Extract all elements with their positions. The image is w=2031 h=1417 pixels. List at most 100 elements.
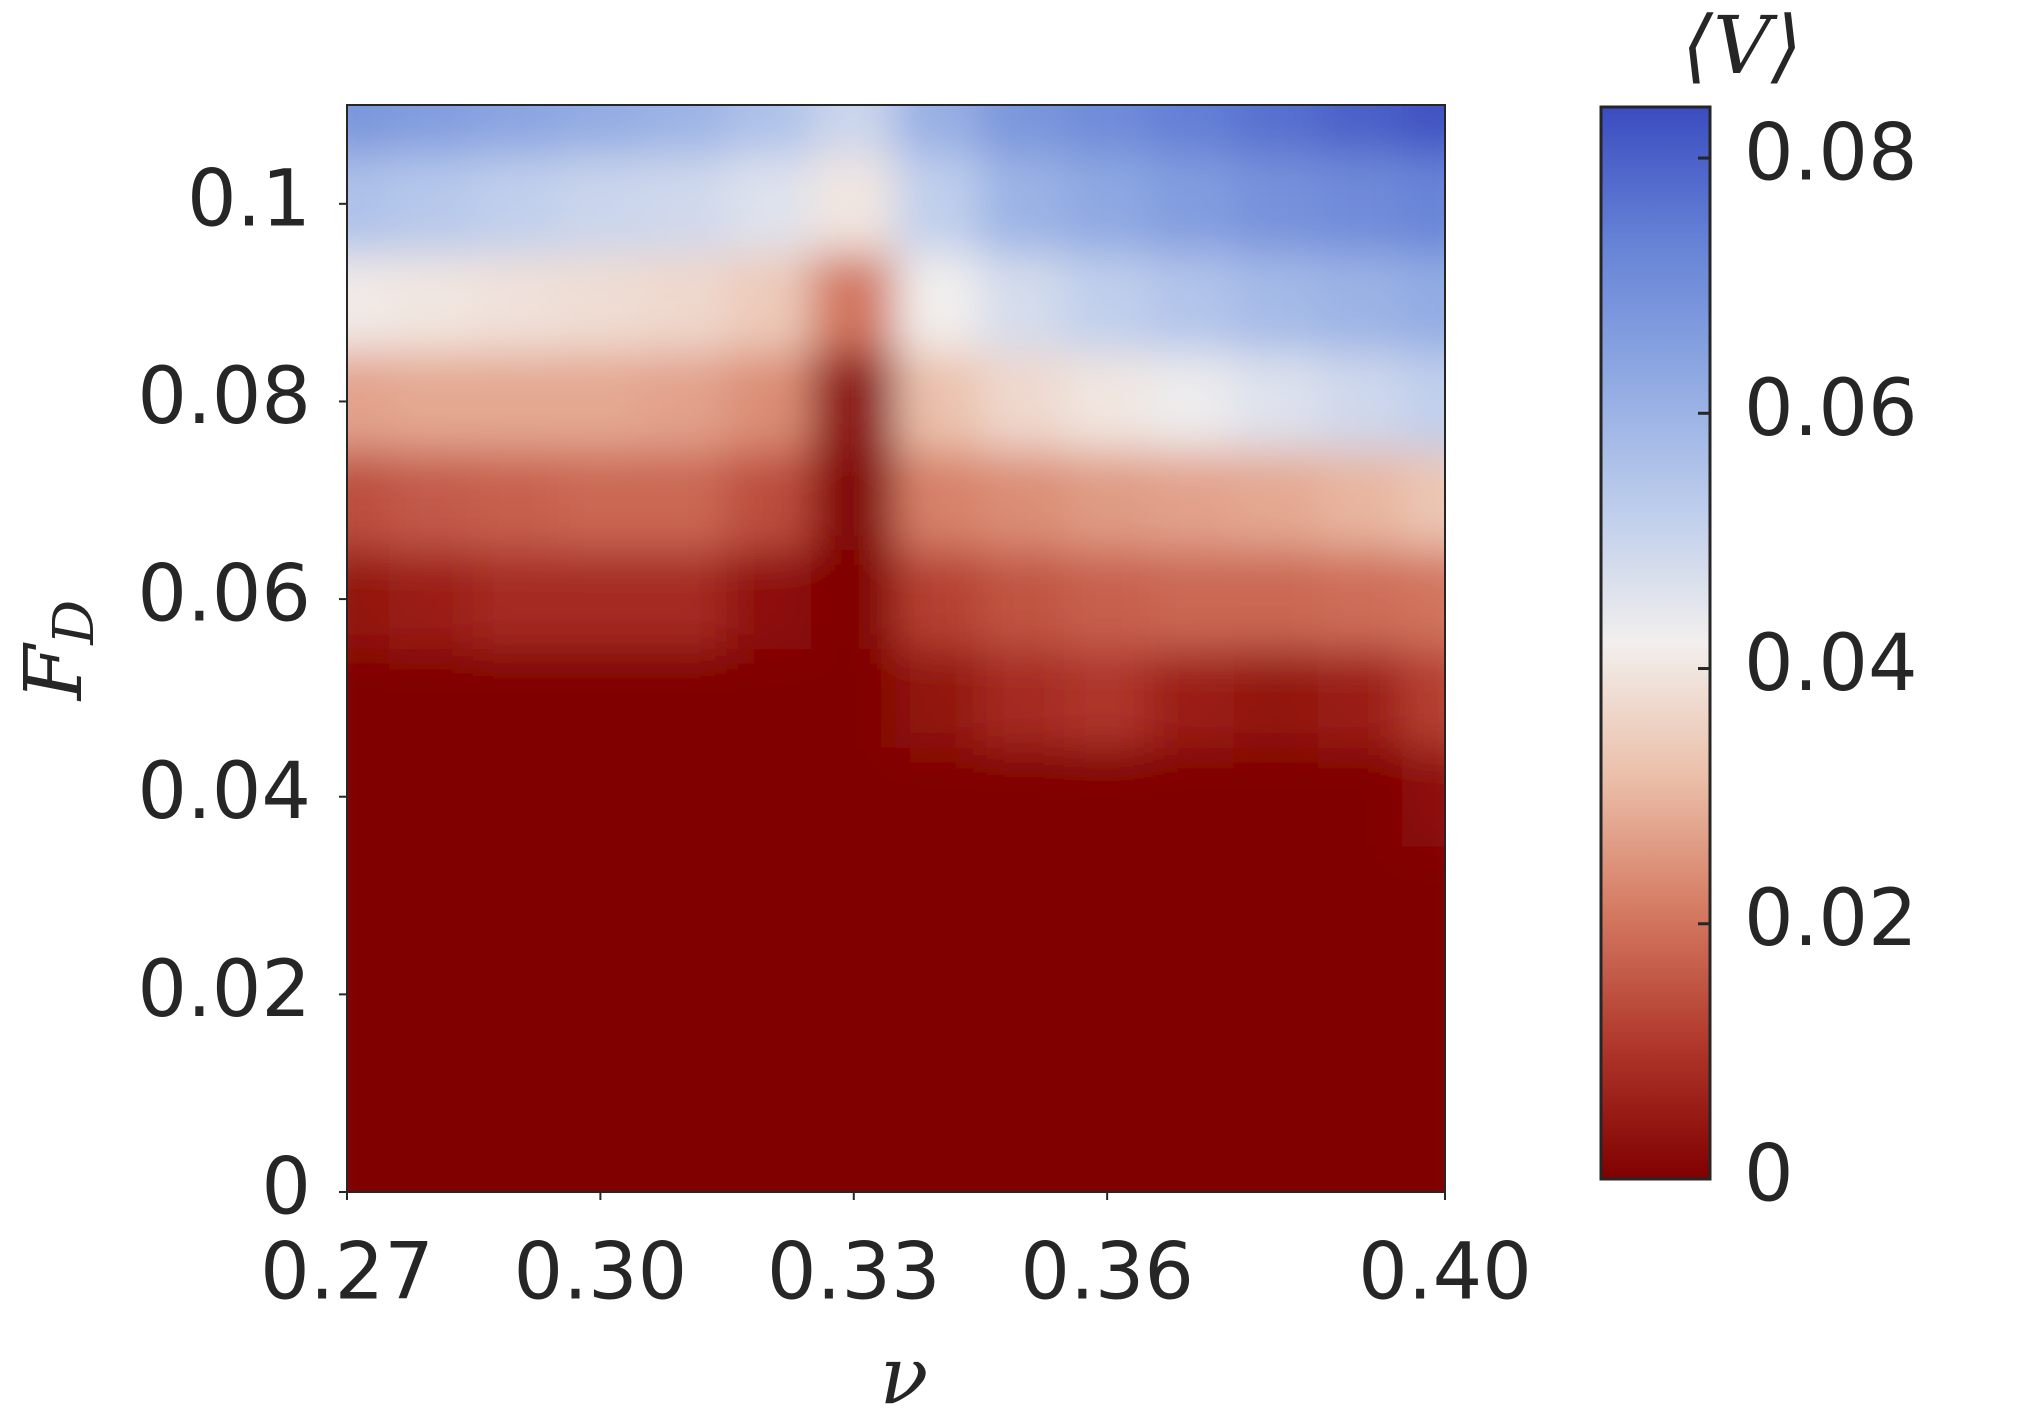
x-tick-label: 0.36 (1020, 1227, 1194, 1317)
heatmap-cell (726, 944, 813, 1045)
heatmap-cell (1317, 252, 1404, 353)
heatmap-cell (1402, 746, 1445, 847)
heatmap-cell (473, 648, 559, 748)
heatmap-cell (473, 746, 559, 847)
heatmap-cell (979, 549, 1066, 649)
heatmap-cell (473, 549, 559, 649)
heatmap-cell (1233, 1142, 1319, 1192)
colorbar-tick-label: 0.02 (1744, 874, 1918, 964)
heatmap-cell (1148, 153, 1235, 254)
heatmap-cell (979, 1043, 1066, 1144)
heatmap-cell (388, 549, 475, 649)
heatmap-cell (895, 746, 981, 847)
heatmap-cell (895, 648, 981, 748)
heatmap-cell (347, 845, 390, 946)
heatmap-cell (895, 252, 981, 353)
heatmap-cell (388, 450, 475, 551)
heatmap-cell (1148, 1043, 1235, 1144)
heatmap-cell (811, 105, 897, 155)
heatmap-cell (811, 252, 897, 353)
heatmap-cell (1402, 944, 1445, 1045)
heatmap-cell (642, 153, 728, 254)
x-tick-label: 0.40 (1358, 1227, 1532, 1317)
heatmap-cell (1233, 153, 1319, 254)
heatmap-cell (895, 1142, 981, 1192)
heatmap-cell (1317, 1142, 1404, 1192)
heatmap-cell (1402, 450, 1445, 551)
heatmap-cell (1148, 549, 1235, 649)
heatmap-cell (1064, 105, 1150, 155)
heatmap-cell (1317, 944, 1404, 1045)
heatmap-cell (1402, 351, 1445, 452)
heatmap-cell (979, 252, 1066, 353)
heatmap-cell (726, 351, 813, 452)
heatmap-cell (347, 648, 390, 748)
heatmap-cell (726, 746, 813, 847)
heatmap-cell (979, 746, 1066, 847)
heatmap-cell (642, 1043, 728, 1144)
heatmap-cell (811, 450, 897, 551)
heatmap-cell (726, 1043, 813, 1144)
heatmap-cell (726, 1142, 813, 1192)
heatmap-cell (726, 845, 813, 946)
heatmap-cell (473, 252, 559, 353)
heatmap-cell (726, 105, 813, 155)
heatmap-cell (1148, 252, 1235, 353)
heatmap-cell (388, 1043, 475, 1144)
heatmap-cell (557, 746, 644, 847)
heatmap-cell (388, 252, 475, 353)
y-tick-label: 0.1 (187, 154, 311, 244)
heatmap-cell (1064, 450, 1150, 551)
heatmap-cell (557, 450, 644, 551)
heatmap-cell (811, 944, 897, 1045)
heatmap-cell (895, 549, 981, 649)
heatmap-cell (1317, 105, 1404, 155)
heatmap-cell (1064, 648, 1150, 748)
heatmap-cell (1148, 450, 1235, 551)
heatmap-cell (726, 648, 813, 748)
heatmap-cell (811, 1142, 897, 1192)
heatmap-cell (473, 1043, 559, 1144)
heatmap-cell (1317, 845, 1404, 946)
heatmap (347, 105, 1445, 1192)
y-axis-label: FD (7, 600, 107, 702)
y-axis-label-main: F (7, 642, 100, 702)
heatmap-cell (979, 845, 1066, 946)
heatmap-cell (895, 351, 981, 452)
heatmap-cell (1402, 252, 1445, 353)
heatmap-cell (811, 153, 897, 254)
plot-area (347, 105, 1445, 1192)
heatmap-cell (1233, 944, 1319, 1045)
heatmap-cell (811, 549, 897, 649)
heatmap-cell (347, 1142, 390, 1192)
heatmap-cell (895, 944, 981, 1045)
heatmap-cell (347, 549, 390, 649)
heatmap-cell (1064, 252, 1150, 353)
heatmap-cell (1233, 252, 1319, 353)
heatmap-cell (642, 105, 728, 155)
heatmap-cell (895, 153, 981, 254)
heatmap-cell (473, 1142, 559, 1192)
heatmap-cell (557, 351, 644, 452)
heatmap-cell (811, 351, 897, 452)
heatmap-cell (811, 648, 897, 748)
heatmap-cell (347, 1043, 390, 1144)
heatmap-cell (1233, 351, 1319, 452)
heatmap-cell (473, 845, 559, 946)
heatmap-cell (473, 351, 559, 452)
heatmap-cell (1317, 153, 1404, 254)
colorbar (1599, 105, 1712, 1181)
heatmap-cell (473, 105, 559, 155)
heatmap-cell (388, 105, 475, 155)
heatmap-cell (557, 648, 644, 748)
heatmap-cell (347, 153, 390, 254)
heatmap-cell (1064, 746, 1150, 847)
heatmap-cell (557, 1142, 644, 1192)
heatmap-cell (979, 105, 1066, 155)
heatmap-cell (1148, 648, 1235, 748)
heatmap-cell (811, 1043, 897, 1144)
heatmap-cell (1148, 1142, 1235, 1192)
heatmap-cell (1402, 1142, 1445, 1192)
